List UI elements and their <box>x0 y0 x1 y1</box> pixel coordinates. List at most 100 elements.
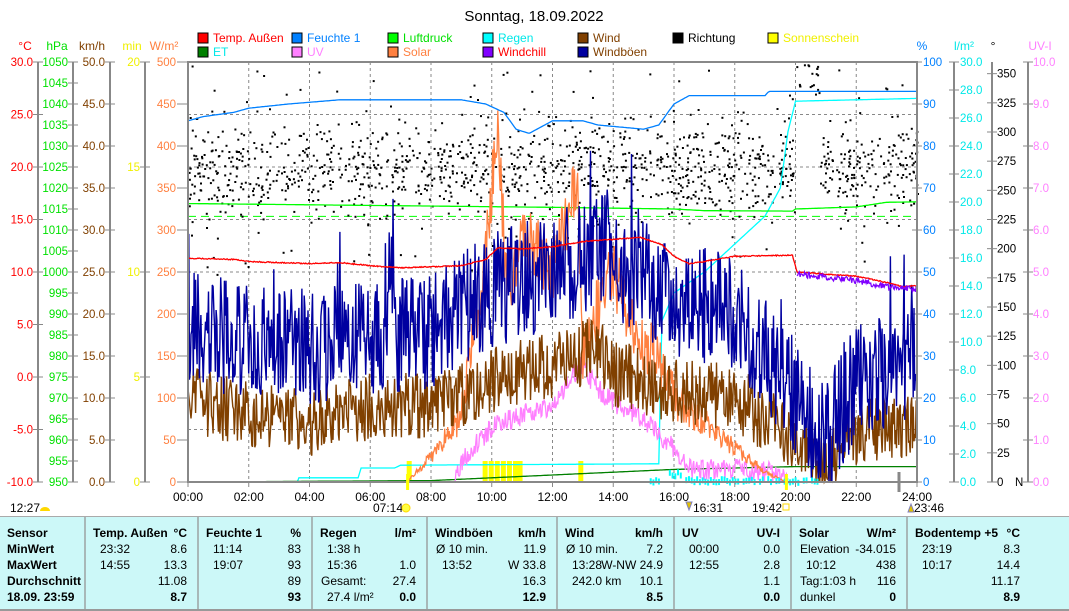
direction-dot <box>740 156 743 159</box>
direction-dot <box>657 158 660 161</box>
rain-rate-bar <box>701 477 704 484</box>
cell-label: 14:55 <box>100 558 131 572</box>
direction-dot <box>757 177 760 180</box>
direction-dot <box>853 166 855 169</box>
direction-dot <box>505 112 508 115</box>
direction-dot <box>711 169 714 172</box>
direction-dot <box>506 71 509 74</box>
direction-dot <box>579 131 581 134</box>
direction-dot <box>707 185 710 188</box>
direction-dot <box>687 196 690 198</box>
direction-dot <box>596 132 599 135</box>
direction-dot <box>304 170 307 173</box>
direction-dot <box>891 116 894 118</box>
direction-dot <box>321 166 324 168</box>
direction-dot <box>359 139 362 142</box>
direction-dot <box>239 152 242 155</box>
direction-dot <box>519 118 521 121</box>
column-header: Feuchte 1 <box>206 526 263 540</box>
axis-tick-label: 0.0 <box>89 477 105 489</box>
direction-dot <box>899 162 902 165</box>
direction-dot <box>236 157 238 160</box>
direction-dot <box>669 165 672 168</box>
direction-dot <box>290 170 293 173</box>
direction-dot <box>470 151 472 154</box>
direction-dot <box>682 196 685 198</box>
direction-dot <box>565 187 568 190</box>
rain-rate-bar <box>810 477 813 484</box>
direction-dot <box>669 181 672 183</box>
direction-dot <box>869 185 872 188</box>
direction-dot <box>851 184 854 187</box>
direction-dot <box>203 175 206 178</box>
direction-dot <box>242 188 245 191</box>
direction-dot <box>602 175 605 177</box>
direction-dot <box>271 135 274 138</box>
direction-dot <box>448 200 451 203</box>
direction-dot <box>253 142 256 144</box>
direction-dot <box>730 166 733 169</box>
direction-dot <box>480 176 483 179</box>
direction-dot <box>444 165 447 167</box>
direction-dot <box>603 168 606 171</box>
direction-dot <box>219 210 222 213</box>
direction-dot <box>704 197 707 200</box>
legend-label: ET <box>213 45 229 59</box>
direction-dot <box>849 155 852 158</box>
direction-dot <box>293 181 296 184</box>
direction-dot <box>469 143 472 146</box>
legend-swatch <box>387 32 399 44</box>
direction-dot <box>552 170 555 173</box>
cell-label: 23:19 <box>922 542 953 556</box>
direction-dot <box>656 137 659 140</box>
direction-dot <box>358 146 361 149</box>
direction-dot <box>463 186 466 189</box>
direction-dot <box>524 203 526 206</box>
direction-dot <box>564 129 567 132</box>
direction-dot <box>829 150 832 153</box>
direction-dot <box>198 172 201 175</box>
direction-dot <box>721 179 723 182</box>
direction-dot <box>369 167 372 169</box>
direction-dot <box>703 160 705 163</box>
axis-tick-label: 26.0 <box>960 113 982 125</box>
cell-value: 8.5 <box>646 590 663 604</box>
direction-dot <box>607 184 610 187</box>
direction-dot <box>371 201 374 204</box>
direction-dot <box>425 161 428 164</box>
direction-dot <box>347 214 350 217</box>
direction-dot <box>375 147 378 150</box>
direction-dot <box>441 122 444 125</box>
direction-dot <box>592 146 595 149</box>
direction-dot <box>607 160 610 163</box>
direction-dot <box>590 161 593 164</box>
direction-dot <box>327 172 330 175</box>
rain-rate-bar <box>767 476 770 483</box>
direction-dot <box>549 161 552 164</box>
direction-dot <box>217 186 220 189</box>
cell-label: 1:38 h <box>327 542 361 556</box>
direction-dot <box>495 166 498 168</box>
direction-dot <box>719 213 722 216</box>
direction-dot <box>792 175 795 178</box>
axis-tick-label: 20.0 <box>960 197 982 209</box>
direction-dot <box>193 154 196 157</box>
table-column-temp-außen: Temp. Außen °C 23:32 8.6 14:55 13.3 11.08 8.7 <box>86 517 199 609</box>
direction-dot <box>198 199 201 202</box>
direction-dot <box>348 163 351 166</box>
direction-dot <box>412 154 415 157</box>
direction-dot <box>203 140 206 143</box>
direction-dot <box>758 155 761 158</box>
direction-dot <box>844 190 847 193</box>
direction-dot <box>746 123 749 126</box>
direction-dot <box>332 210 335 213</box>
axis-unit-temp: °C <box>18 39 32 53</box>
direction-dot <box>902 174 905 176</box>
direction-dot <box>243 134 246 137</box>
direction-dot <box>373 164 375 167</box>
direction-dot <box>826 167 829 170</box>
cell-label: 23:32 <box>100 542 131 556</box>
direction-dot <box>850 177 853 180</box>
moonset-time: 23:46 <box>914 501 944 515</box>
direction-dot <box>728 166 731 169</box>
